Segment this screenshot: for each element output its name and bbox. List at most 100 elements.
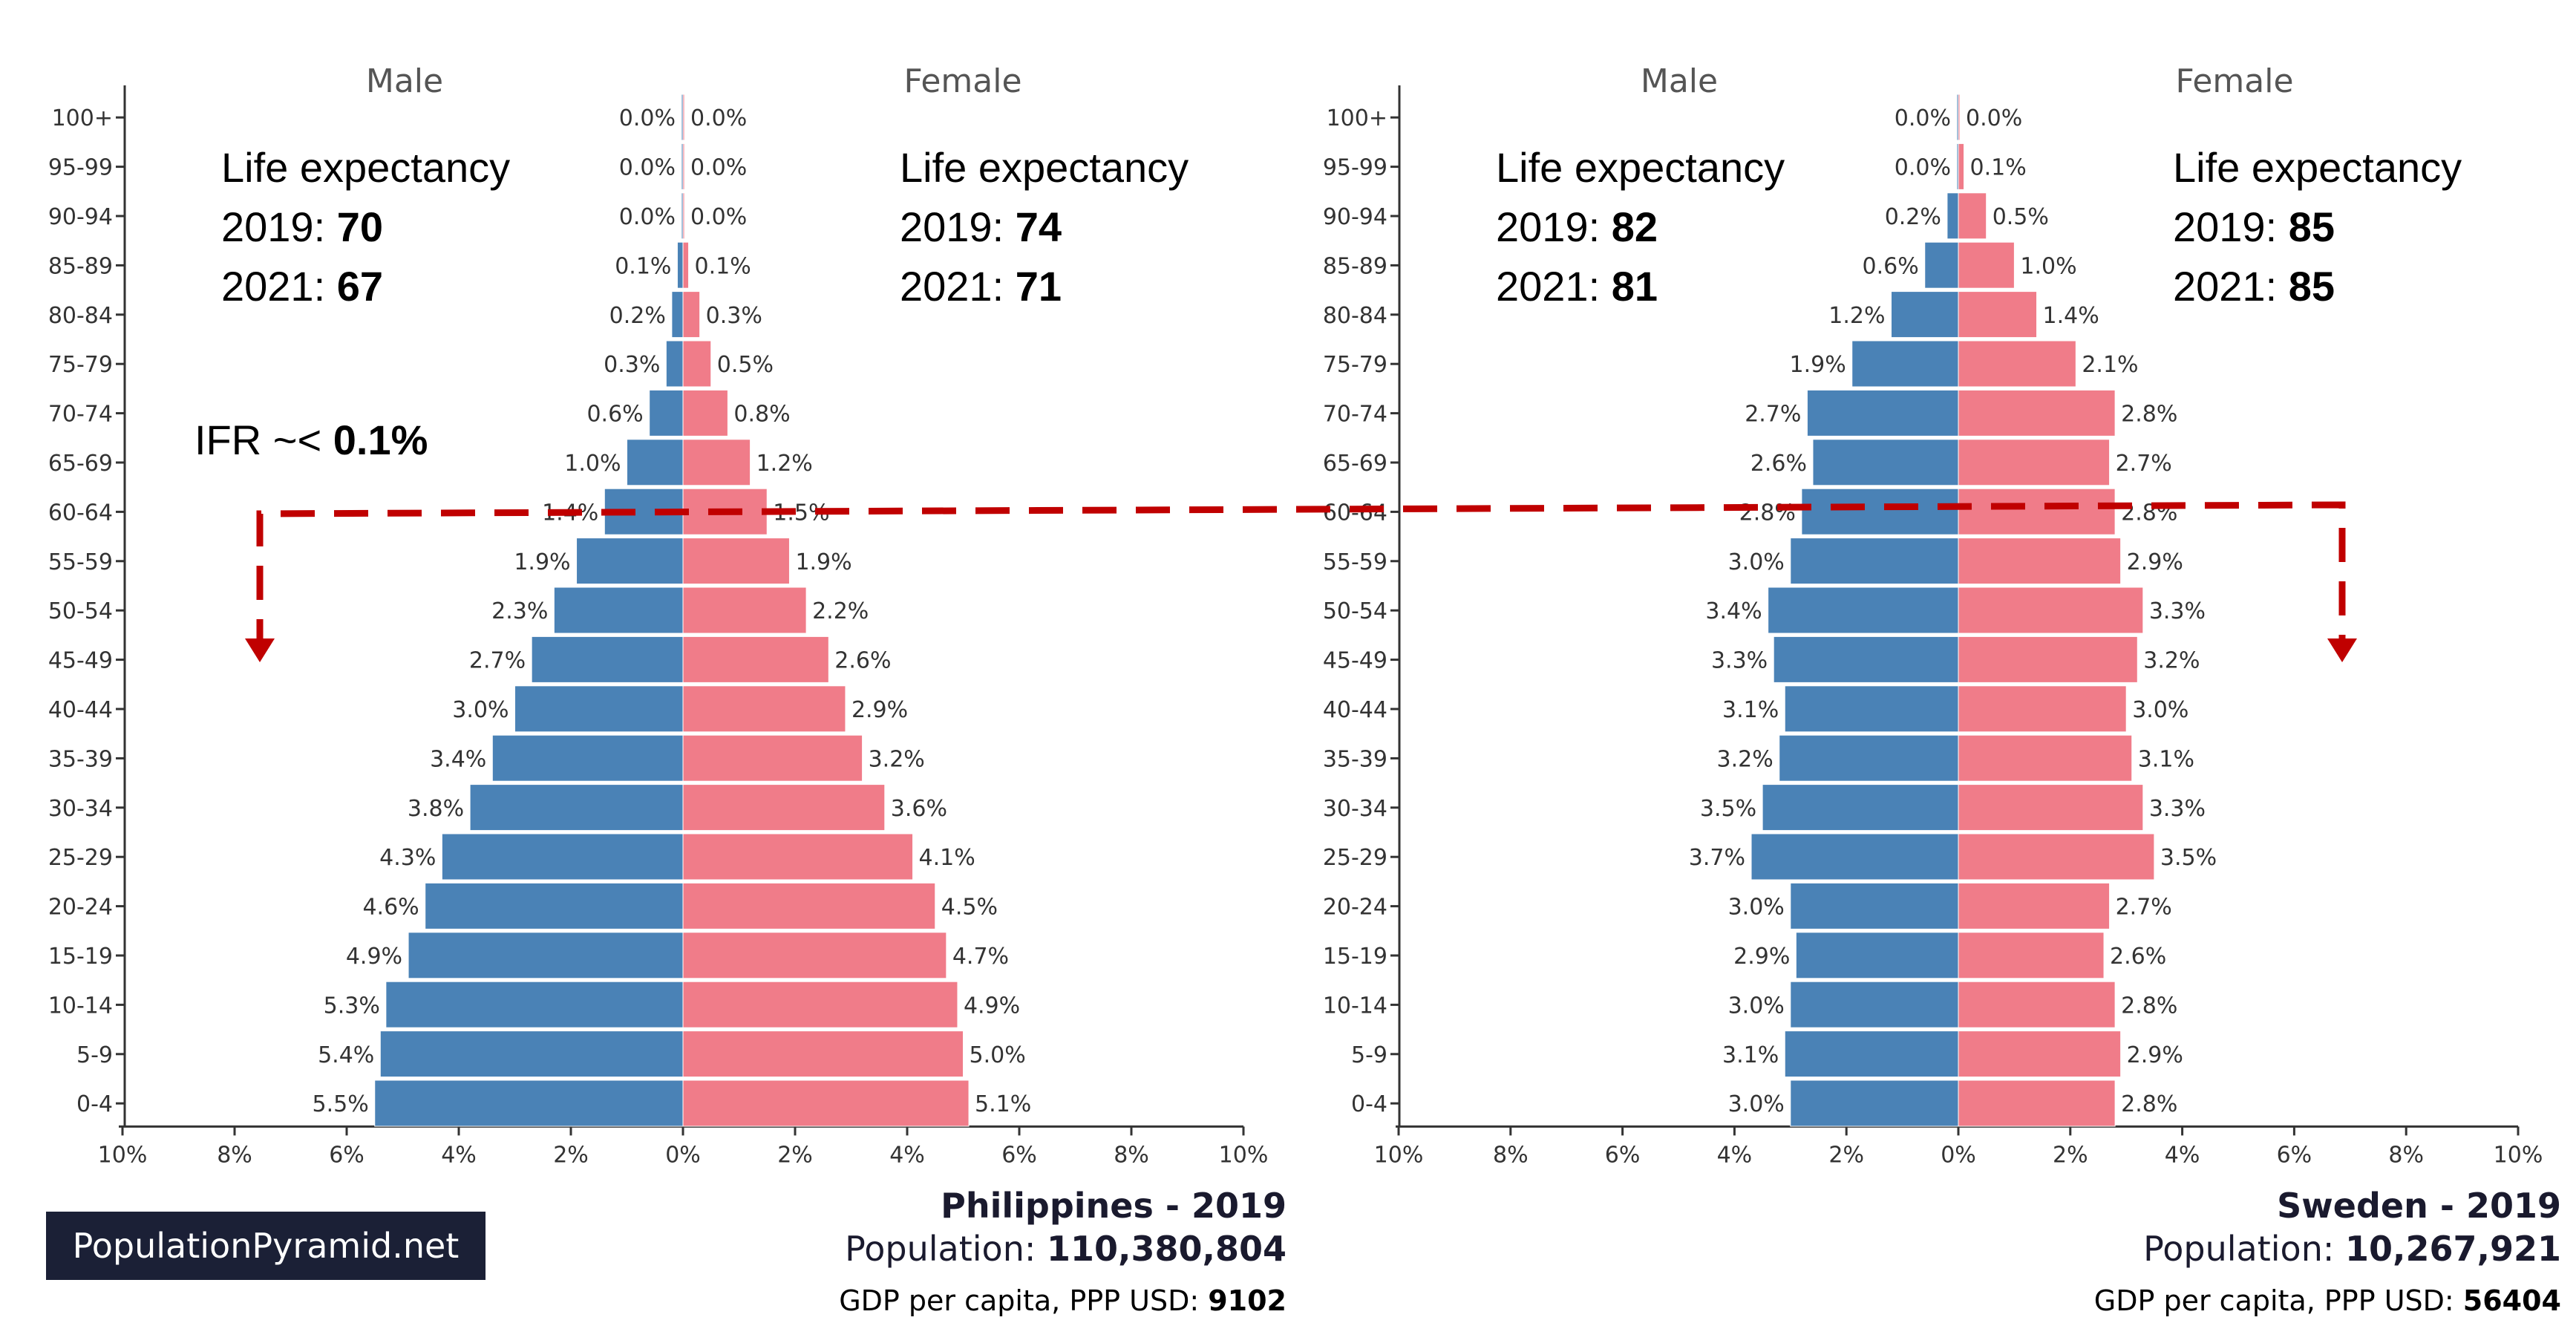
age-tick-label: 100+ — [52, 105, 113, 131]
male-bar-45-49 — [1773, 636, 1959, 683]
age-tick-label: 5-9 — [1351, 1042, 1387, 1068]
age-tick-label: 70-74 — [1323, 402, 1387, 428]
female-bar-50-54 — [682, 587, 807, 634]
male-bar-15-19 — [1795, 932, 1959, 979]
female-value-label: 3.3% — [2149, 598, 2206, 624]
male-life-expectancy-2019: 2019: 70 — [221, 203, 383, 250]
age-tick-label: 35-39 — [48, 746, 113, 772]
age-tick-label: 25-29 — [1323, 845, 1387, 871]
male-value-label: 3.7% — [1689, 845, 1745, 871]
female-value-label: 2.6% — [2110, 944, 2166, 970]
male-bar-60-64 — [1801, 488, 1959, 535]
male-value-label: 1.2% — [1828, 303, 1885, 329]
male-life-expectancy-2021: 2021: 67 — [221, 263, 383, 310]
male-bar-20-24 — [425, 882, 684, 930]
female-value-label: 0.0% — [690, 204, 747, 230]
threshold-dashed-line — [256, 501, 2346, 653]
male-bar-25-29 — [1750, 833, 1959, 881]
female-bar-5-9 — [682, 1030, 964, 1078]
x-tick-label: 8% — [1493, 1142, 1529, 1168]
male-life-expectancy-2019: 2019: 82 — [1496, 203, 1658, 250]
female-value-label: 3.2% — [2143, 648, 2200, 674]
female-value-label: 2.9% — [2127, 549, 2183, 575]
female-value-label: 3.5% — [2160, 845, 2217, 871]
male-value-label: 3.8% — [408, 796, 464, 822]
age-tick-label: 65-69 — [48, 451, 113, 477]
female-bar-75-79 — [682, 340, 712, 388]
male-value-label: 0.0% — [619, 204, 676, 230]
age-tick-label: 80-84 — [48, 303, 113, 329]
age-tick-label: 60-64 — [1323, 500, 1387, 526]
age-tick-label: 30-34 — [48, 796, 113, 822]
male-value-label: 3.5% — [1700, 796, 1756, 822]
female-value-label: 2.7% — [2116, 451, 2172, 477]
female-bar-95-99 — [1958, 143, 1965, 190]
x-tick-label: 4% — [1717, 1142, 1753, 1168]
age-tick-label: 65-69 — [1323, 451, 1387, 477]
female-value-label: 4.7% — [952, 944, 1009, 970]
age-tick-label: 90-94 — [1323, 204, 1387, 230]
female-value-label: 0.5% — [717, 352, 774, 378]
female-value-label: 0.5% — [1993, 204, 2049, 230]
female-value-label: 3.6% — [891, 796, 947, 822]
female-value-label: 0.0% — [690, 105, 747, 131]
age-tick-label: 55-59 — [1323, 549, 1387, 575]
male-value-label: 4.3% — [379, 845, 436, 871]
populationpyramid-logo[interactable]: PopulationPyramid.net — [46, 1212, 486, 1280]
female-bar-20-24 — [1958, 882, 2111, 930]
female-bar-90-94 — [1958, 192, 1987, 240]
male-value-label: 0.0% — [1895, 105, 1951, 131]
age-tick-label: 20-24 — [1323, 895, 1387, 921]
male-bar-30-34 — [1762, 784, 1959, 832]
male-bar-80-84 — [671, 291, 684, 339]
age-tick-label: 10-14 — [1323, 993, 1387, 1019]
x-tick-label: 4% — [2165, 1142, 2200, 1168]
female-value-label: 3.2% — [869, 746, 925, 772]
female-value-label: 5.0% — [970, 1042, 1026, 1068]
male-bar-55-59 — [576, 538, 684, 585]
age-tick-label: 15-19 — [48, 944, 113, 970]
female-value-label: 2.8% — [2121, 993, 2177, 1019]
female-bar-40-44 — [682, 685, 846, 733]
age-tick-label: 90-94 — [48, 204, 113, 230]
male-bar-0-4 — [1790, 1079, 1959, 1127]
female-bar-55-59 — [682, 538, 790, 585]
female-bar-65-69 — [1958, 439, 2111, 486]
female-value-label: 1.2% — [756, 451, 813, 477]
male-value-label: 5.4% — [318, 1042, 374, 1068]
male-bar-10-14 — [385, 981, 684, 1028]
male-bar-0-4 — [374, 1079, 684, 1127]
female-bar-25-29 — [1958, 833, 2155, 881]
male-value-label: 0.6% — [586, 402, 643, 428]
male-bar-50-54 — [1768, 587, 1959, 634]
male-bar-55-59 — [1790, 538, 1959, 585]
male-value-label: 2.9% — [1733, 944, 1790, 970]
male-bar-40-44 — [1784, 685, 1959, 733]
female-bar-30-34 — [682, 784, 886, 832]
country-title: Philippines - 2019 — [941, 1186, 1287, 1226]
male-bar-75-79 — [665, 340, 684, 388]
female-bar-45-49 — [682, 636, 829, 683]
female-bar-15-19 — [682, 932, 947, 979]
female-bar-30-34 — [1958, 784, 2144, 832]
age-tick-label: 75-79 — [48, 352, 113, 378]
age-tick-label: 85-89 — [48, 253, 113, 279]
female-value-label: 2.9% — [2127, 1042, 2183, 1068]
female-value-label: 3.0% — [2132, 697, 2188, 723]
ifr-annotation: IFR ~< 0.1% — [194, 416, 428, 463]
x-tick-label: 10% — [1219, 1142, 1269, 1168]
male-bar-85-89 — [1924, 241, 1959, 289]
male-value-label: 3.3% — [1711, 648, 1768, 674]
female-value-label: 2.9% — [851, 697, 908, 723]
x-tick-label: 8% — [217, 1142, 252, 1168]
male-value-label: 2.7% — [1745, 402, 1801, 428]
x-tick-label: 10% — [98, 1142, 148, 1168]
x-tick-label: 2% — [1828, 1142, 1864, 1168]
male-value-label: 3.4% — [430, 746, 486, 772]
male-value-label: 1.0% — [564, 451, 621, 477]
female-bar-100+ — [682, 94, 685, 141]
age-tick-label: 30-34 — [1323, 796, 1387, 822]
male-value-label: 3.2% — [1717, 746, 1774, 772]
male-header: Male — [366, 62, 443, 100]
population-total: Population: 110,380,804 — [845, 1229, 1287, 1269]
